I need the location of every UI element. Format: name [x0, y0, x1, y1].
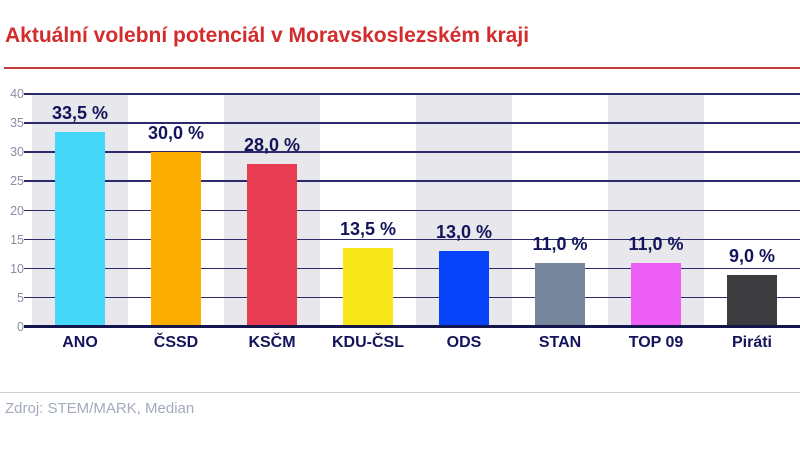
bar-value-label: 13,0 % [435, 222, 493, 243]
category-label: STAN [538, 334, 582, 351]
category-label: ANO [62, 334, 98, 351]
y-tick-label: 30 [10, 145, 24, 160]
footer-divider [0, 392, 800, 393]
bar-value-label: 11,0 % [532, 233, 588, 254]
bar [151, 152, 201, 327]
gridline [24, 180, 800, 182]
plot-area: 33,5 % 30,0 % 28,0 % 13,5 % 13,0 % 11,0 % 11,0… [24, 93, 800, 328]
bar [55, 131, 105, 327]
gridline [24, 93, 800, 95]
y-tick-label: 15 [10, 232, 24, 247]
category-label: Piráti [731, 334, 772, 351]
y-tick-label: 5 [17, 290, 24, 305]
gridline [24, 267, 800, 270]
gridline [24, 209, 800, 211]
category-label: ČSSD [153, 334, 199, 351]
bar [247, 163, 297, 327]
y-tick-label: 10 [10, 261, 24, 276]
bar-value-label: 28,0 % [243, 134, 301, 155]
bar-value-label: 30,0 % [147, 123, 205, 144]
y-tick-label: 35 [10, 116, 24, 131]
y-tick-label: 40 [10, 87, 24, 101]
x-axis-line [24, 325, 800, 328]
bar-value-label: 11,0 % [628, 233, 684, 254]
chart-title: Aktuální volební potenciál v Moravskosle… [5, 24, 530, 47]
gridline [24, 151, 800, 153]
x-axis-labels: ANO ČSSD KSČM KDU-ČSL ODS STAN TOP 09 Piráti [32, 333, 800, 353]
gridline [24, 296, 800, 299]
gridline [24, 122, 800, 124]
bar [727, 274, 777, 327]
bar [439, 251, 489, 327]
category-label: ODS [446, 334, 482, 351]
bar [343, 248, 393, 327]
bar-value-label: 33,5 % [51, 102, 109, 123]
gridline [24, 238, 800, 241]
source-text: Zdroj: STEM/MARK, Median [5, 400, 195, 417]
title-divider [4, 67, 800, 69]
category-label: KDU-ČSL [332, 334, 404, 351]
y-tick-label: 25 [10, 174, 24, 189]
bar-value-label: 9,0 % [728, 245, 776, 266]
category-label: KSČM [248, 334, 296, 351]
category-label: TOP 09 [628, 334, 684, 351]
y-tick-label: 20 [10, 203, 24, 218]
y-axis: 0 5 10 15 20 25 30 35 40 [0, 87, 27, 334]
bar-value-label: 13,5 % [339, 219, 397, 240]
bar [535, 262, 585, 327]
y-tick-label: 0 [17, 320, 24, 334]
bar [631, 262, 681, 327]
